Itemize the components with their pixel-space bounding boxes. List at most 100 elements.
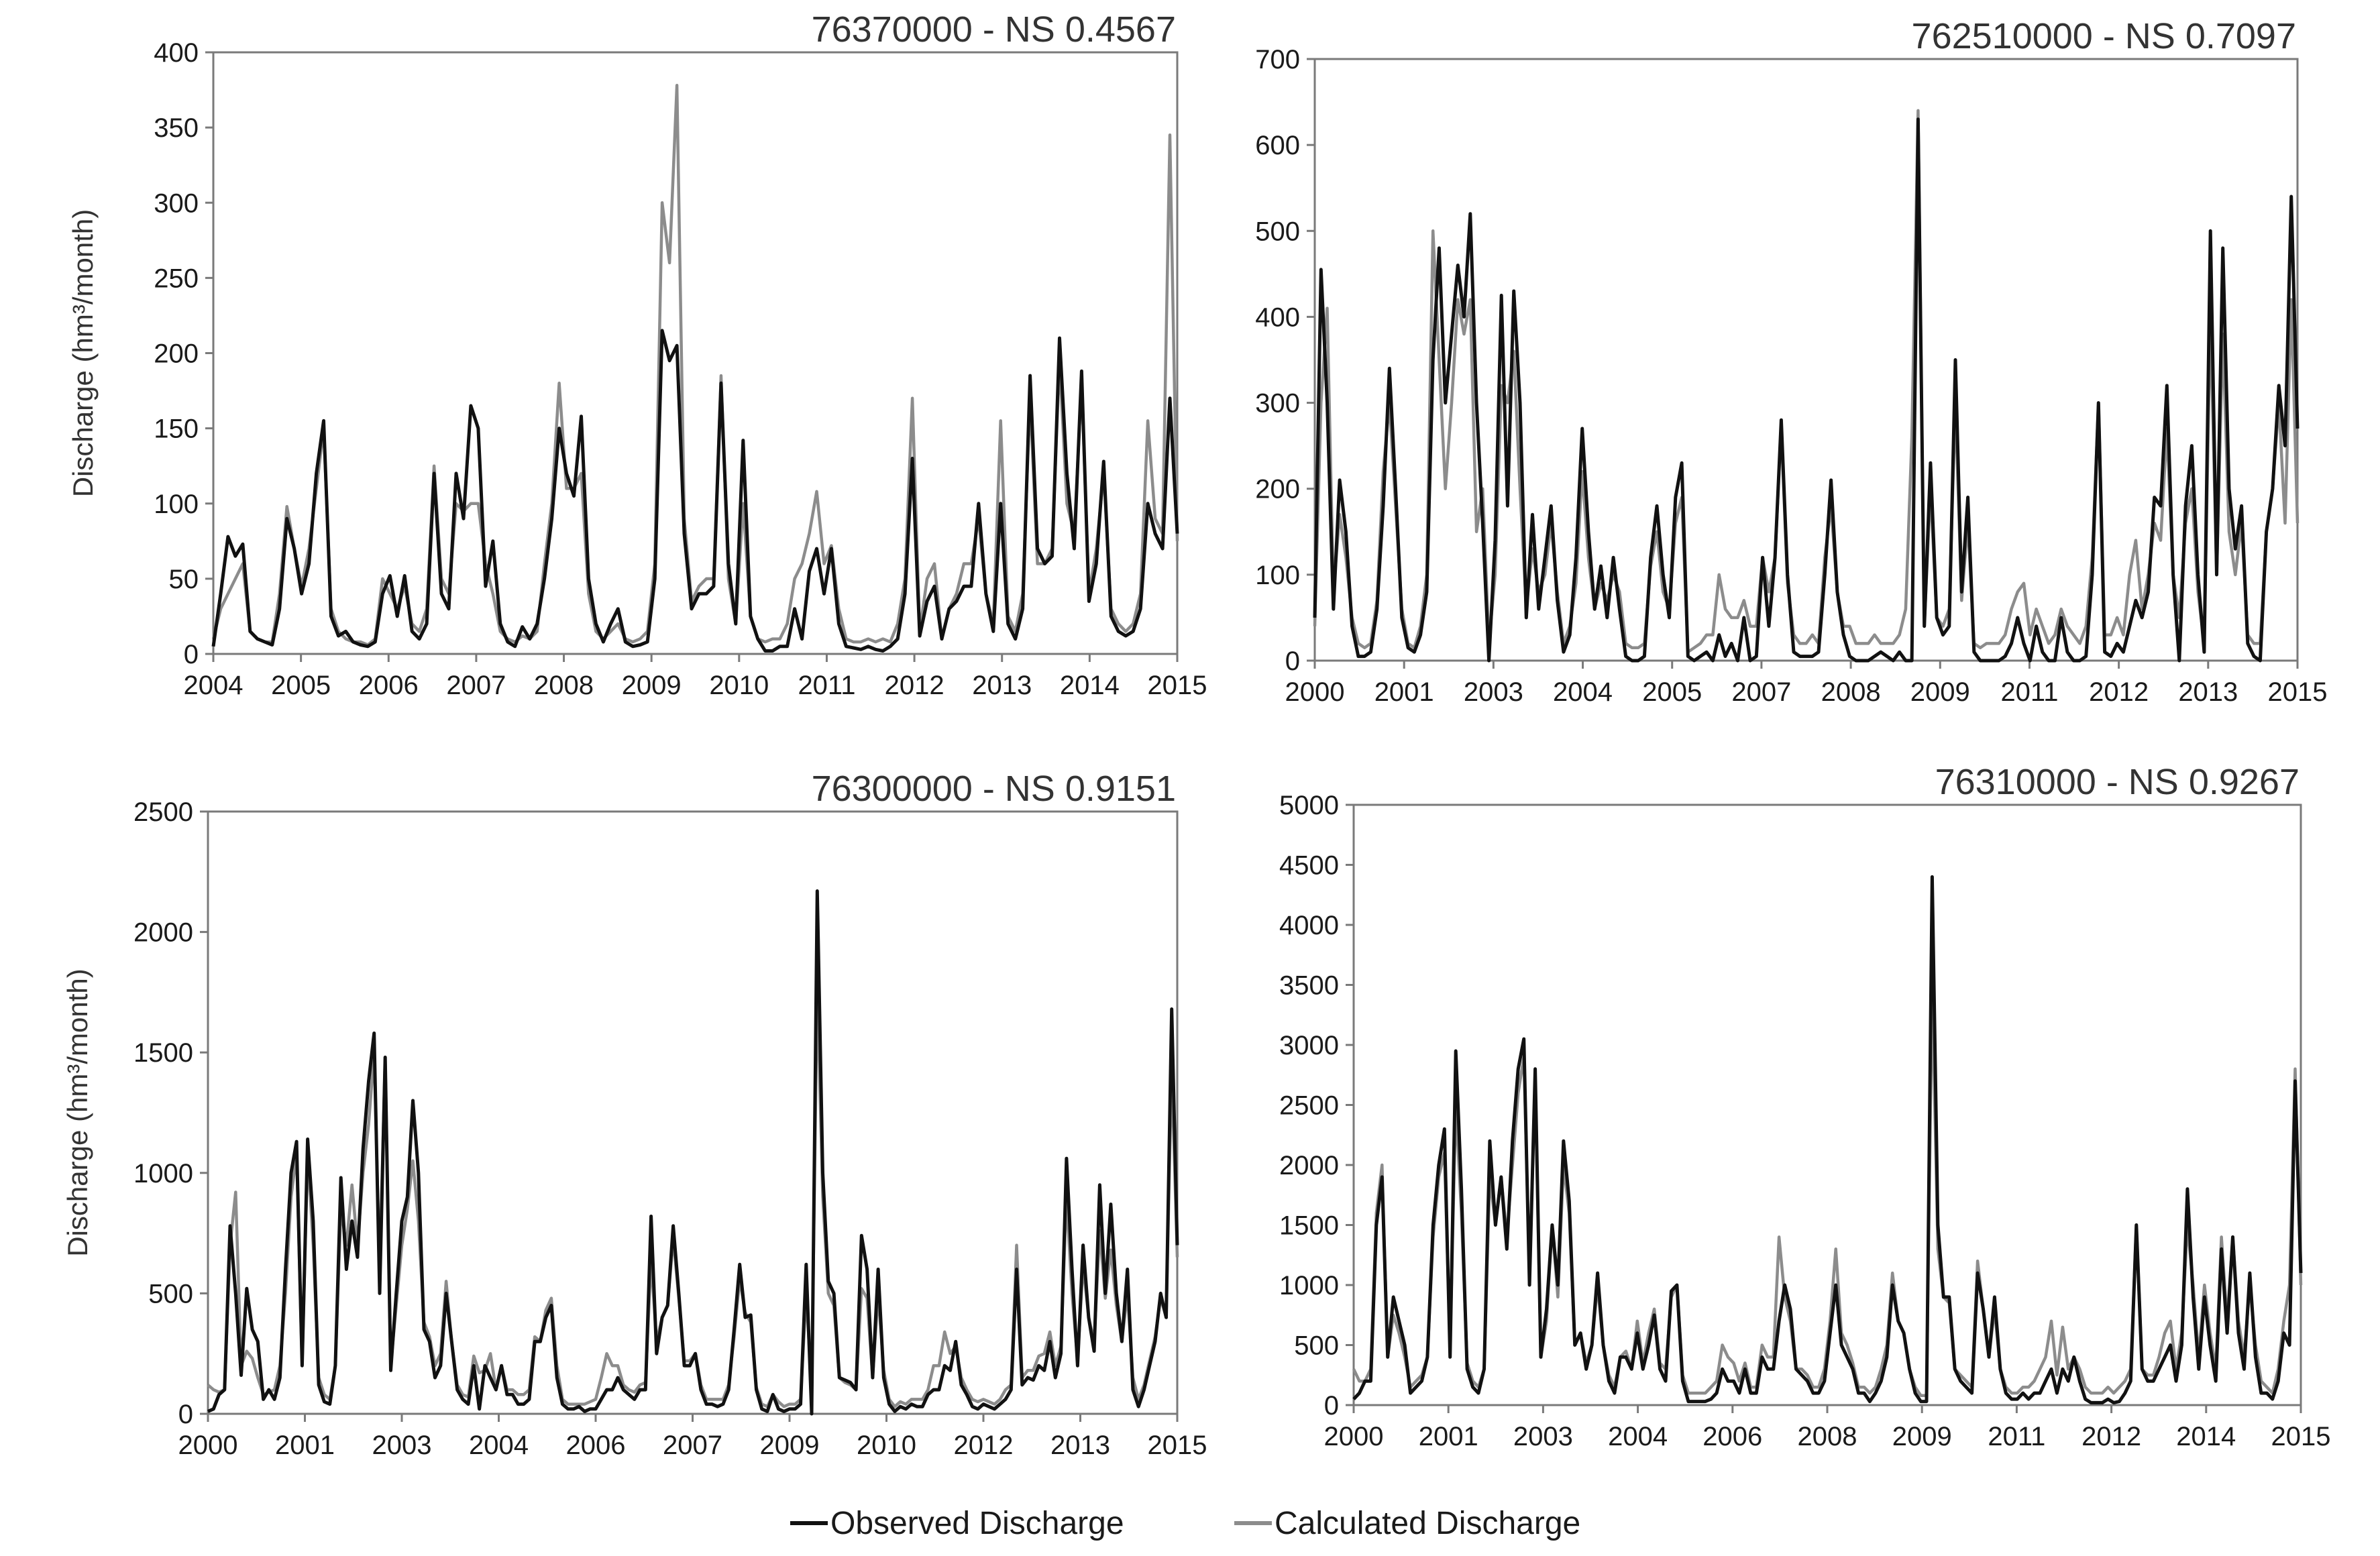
x-tick-label: 2011: [2000, 677, 2058, 707]
calculated-discharge-line: [1352, 983, 2303, 1397]
x-tick-label: 2003: [1464, 677, 1523, 707]
calculated-discharge-line: [207, 983, 1179, 1408]
x-tick-label: 2012: [954, 1431, 1014, 1460]
y-tick-label: 2500: [133, 797, 193, 827]
y-tick-label: 4000: [1279, 911, 1339, 940]
x-tick-label: 2000: [178, 1431, 238, 1460]
calculated-discharge-line: [211, 84, 1179, 647]
chart-title: 762510000 - NS 0.7097: [1912, 16, 2296, 56]
chart-title: 76310000 - NS 0.9267: [1935, 762, 2300, 802]
x-tick-label: 2004: [1608, 1422, 1668, 1451]
y-tick-label: 400: [154, 38, 199, 68]
y-tick-label: 3000: [1279, 1031, 1339, 1060]
x-tick-label: 2013: [1050, 1431, 1110, 1460]
y-tick-label: 300: [1255, 389, 1300, 419]
observed-discharge-line: [211, 329, 1179, 653]
chart-panel-1: 76370000 - NS 0.4567 0 50 100 150 200 250 300 35…: [67, 9, 1207, 700]
x-tick-label: 2000: [1324, 1422, 1384, 1451]
x-tick-label: 2010: [709, 671, 769, 700]
y-tick-label: 0: [1324, 1391, 1339, 1421]
legend-observed-label: Observed Discharge: [830, 1506, 1124, 1541]
x-tick-label: 2013: [972, 671, 1032, 700]
calculated-discharge-line: [1313, 109, 2300, 654]
chart-panel-2: 762510000 - NS 0.7097 0 100 200 300 400 500 600…: [1255, 16, 2327, 707]
y-tick-label: 1000: [1279, 1271, 1339, 1300]
chart-title: 76300000 - NS 0.9151: [812, 769, 1176, 809]
y-tick-label: 600: [1255, 131, 1300, 160]
x-tick-label: 2015: [1148, 1431, 1207, 1460]
y-tick-label: 200: [1255, 475, 1300, 504]
chart-panel-4: 76310000 - NS 0.9267 0 500 1000 1500 2000 2500…: [1279, 762, 2330, 1451]
y-tick-label: 400: [1255, 302, 1300, 332]
x-tick-label: 2012: [2081, 1422, 2141, 1451]
x-tick-label: 2007: [663, 1431, 722, 1460]
x-tick-label: 2013: [2178, 677, 2238, 707]
x-tick-label: 2004: [1553, 677, 1613, 707]
x-tick-label: 2012: [885, 671, 944, 700]
legend-calculated-label: Calculated Discharge: [1275, 1506, 1580, 1541]
y-tick-label: 1500: [133, 1038, 193, 1068]
legend: Observed Discharge Calculated Discharge: [790, 1506, 1580, 1541]
y-tick-label: 1500: [1279, 1211, 1339, 1241]
y-tick-label: 50: [169, 565, 199, 594]
y-axis-title: Discharge (hm³/month): [67, 209, 99, 497]
x-tick-label: 2011: [798, 671, 855, 700]
y-tick-label: 1000: [133, 1159, 193, 1188]
y-tick-label: 5000: [1279, 791, 1339, 820]
y-tick-label: 200: [154, 339, 199, 369]
x-tick-label: 2006: [359, 671, 419, 700]
x-tick-label: 2009: [1910, 677, 1970, 707]
y-tick-label: 2000: [133, 918, 193, 948]
x-tick-label: 2015: [1148, 671, 1207, 700]
x-tick-label: 2003: [1513, 1422, 1573, 1451]
x-tick-label: 2008: [1821, 677, 1881, 707]
x-tick-label: 2014: [1060, 671, 1120, 700]
y-tick-label: 500: [148, 1279, 193, 1309]
x-tick-label: 2014: [2176, 1422, 2236, 1451]
x-tick-label: 2009: [622, 671, 682, 700]
y-tick-label: 150: [154, 414, 199, 444]
y-tick-label: 500: [1255, 217, 1300, 246]
x-tick-label: 2001: [275, 1431, 335, 1460]
y-tick-label: 100: [154, 490, 199, 519]
chart-panels: 76370000 - NS 0.4567 0 50 100 150 200 250 300 35…: [62, 9, 2330, 1460]
x-tick-label: 2004: [469, 1431, 529, 1460]
y-tick-label: 4500: [1279, 851, 1339, 881]
x-tick-label: 2000: [1285, 677, 1345, 707]
x-tick-label: 2005: [271, 671, 331, 700]
observed-discharge-line: [1313, 117, 2300, 663]
x-tick-label: 2001: [1374, 677, 1434, 707]
x-tick-label: 2007: [446, 671, 506, 700]
x-tick-label: 2015: [2271, 1422, 2331, 1451]
y-tick-label: 0: [184, 640, 199, 669]
plot-frame: [207, 810, 1179, 1415]
y-tick-label: 0: [178, 1400, 193, 1429]
y-tick-label: 3500: [1279, 971, 1339, 1001]
plot-frame: [212, 51, 1179, 655]
x-tick-label: 2006: [1702, 1422, 1762, 1451]
y-tick-label: 0: [1285, 647, 1300, 676]
x-tick-label: 2015: [2268, 677, 2328, 707]
x-tick-label: 2001: [1419, 1422, 1478, 1451]
y-tick-label: 250: [154, 264, 199, 293]
y-tick-label: 2000: [1279, 1151, 1339, 1180]
x-tick-label: 2011: [1988, 1422, 2045, 1451]
x-tick-label: 2009: [760, 1431, 820, 1460]
x-tick-label: 2007: [1731, 677, 1791, 707]
y-tick-label: 100: [1255, 561, 1300, 590]
x-tick-label: 2008: [1798, 1422, 1857, 1451]
x-tick-label: 2009: [1892, 1422, 1952, 1451]
x-tick-label: 2005: [1642, 677, 1702, 707]
plot-frame: [1313, 58, 2299, 662]
y-tick-label: 2500: [1279, 1091, 1339, 1121]
plot-frame: [1352, 803, 2302, 1406]
y-axis-title: Discharge (hm³/month): [62, 968, 93, 1256]
y-tick-label: 700: [1255, 45, 1300, 74]
x-tick-label: 2006: [566, 1431, 626, 1460]
x-tick-label: 2010: [857, 1431, 916, 1460]
observed-discharge-line: [1352, 875, 2303, 1404]
observed-discharge-line: [207, 889, 1179, 1416]
x-tick-label: 2003: [372, 1431, 432, 1460]
y-tick-label: 500: [1294, 1331, 1339, 1361]
